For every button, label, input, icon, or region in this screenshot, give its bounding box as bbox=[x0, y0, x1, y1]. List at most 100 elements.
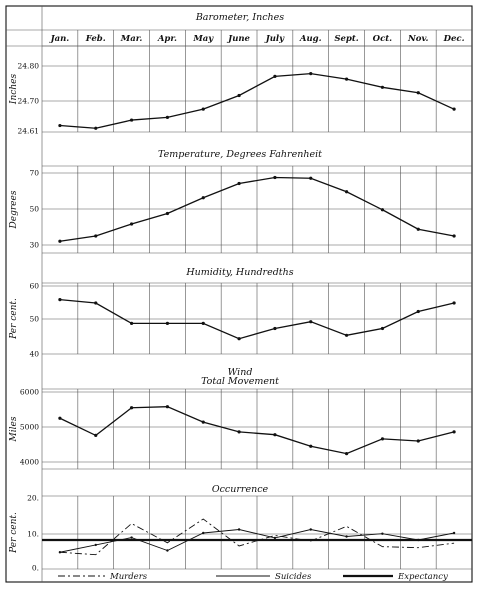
y-axis-label: Miles bbox=[9, 416, 19, 442]
month-label: May bbox=[192, 34, 214, 44]
data-point bbox=[416, 91, 420, 95]
y-tick-label: 4000 bbox=[20, 458, 39, 467]
y-tick-label: 60 bbox=[29, 282, 39, 291]
data-point bbox=[58, 416, 62, 420]
data-point bbox=[237, 337, 241, 341]
y-axis-label: Per cent. bbox=[9, 298, 19, 340]
data-point bbox=[58, 239, 62, 243]
y-tick-label: 5000 bbox=[20, 423, 39, 432]
y-axis-label: Degrees bbox=[9, 190, 19, 229]
panel-title: Barometer, Inches bbox=[195, 12, 284, 23]
data-point bbox=[201, 420, 205, 424]
data-point bbox=[129, 321, 134, 325]
data-point bbox=[452, 430, 456, 434]
data-point bbox=[273, 536, 277, 540]
data-point bbox=[165, 115, 170, 119]
month-label: Aug. bbox=[299, 34, 322, 44]
data-point bbox=[380, 437, 385, 441]
month-label: Sept. bbox=[334, 34, 358, 44]
y-tick-label: 10. bbox=[27, 530, 39, 539]
y-axis-label: Per cent. bbox=[9, 512, 19, 554]
data-point bbox=[130, 536, 133, 539]
y-tick-label: 20. bbox=[27, 494, 39, 503]
data-point bbox=[344, 77, 349, 81]
month-label: June bbox=[226, 34, 250, 44]
data-point bbox=[380, 208, 385, 212]
legend-label-expectancy: Expectancy bbox=[397, 572, 448, 582]
data-point bbox=[165, 211, 170, 216]
data-point bbox=[273, 175, 277, 180]
data-point bbox=[452, 107, 456, 111]
series-line-main bbox=[59, 406, 455, 455]
data-point bbox=[452, 234, 456, 238]
data-point bbox=[237, 528, 241, 531]
data-point bbox=[58, 551, 62, 554]
data-point bbox=[94, 433, 98, 437]
data-point bbox=[165, 405, 170, 409]
data-point bbox=[237, 93, 241, 98]
month-label: Apr. bbox=[157, 34, 177, 44]
panel-subtitle: Total Movement bbox=[201, 376, 279, 387]
data-point bbox=[94, 543, 97, 547]
month-label: Jan. bbox=[49, 34, 70, 44]
y-tick-label: 24.70 bbox=[18, 97, 40, 106]
data-point bbox=[452, 301, 456, 305]
data-point bbox=[416, 309, 420, 314]
y-axis-label: Inches bbox=[9, 74, 19, 106]
panel-title: Occurrence bbox=[212, 484, 269, 495]
data-point bbox=[58, 298, 62, 302]
data-point bbox=[237, 181, 241, 186]
data-point bbox=[345, 535, 348, 538]
month-label: Nov. bbox=[407, 34, 429, 44]
y-tick-label: 24.61 bbox=[18, 127, 39, 136]
data-point bbox=[201, 196, 205, 200]
data-point bbox=[58, 123, 62, 128]
panel-title: Wind bbox=[228, 367, 253, 378]
y-tick-label: 50 bbox=[29, 315, 39, 324]
data-point bbox=[201, 107, 205, 111]
data-point bbox=[381, 532, 384, 535]
data-point bbox=[273, 326, 277, 331]
data-point bbox=[94, 301, 98, 305]
legend-label-murders: Murders bbox=[109, 572, 148, 582]
month-label: Mar. bbox=[120, 34, 143, 44]
data-point bbox=[344, 452, 349, 456]
data-point bbox=[201, 321, 205, 325]
data-point bbox=[273, 74, 277, 78]
data-point bbox=[416, 439, 420, 443]
legend-label-suicides: Suicides bbox=[275, 572, 312, 582]
month-label: Oct. bbox=[373, 34, 393, 44]
data-point bbox=[344, 333, 349, 337]
panel-title: Humidity, Hundredths bbox=[185, 267, 293, 278]
outer-frame bbox=[5, 5, 473, 583]
data-point bbox=[380, 85, 385, 89]
data-point bbox=[309, 320, 313, 324]
y-tick-label: 50 bbox=[29, 205, 39, 214]
data-point bbox=[309, 528, 312, 531]
month-label: July bbox=[264, 34, 285, 44]
data-point bbox=[129, 222, 134, 226]
y-tick-label: 24.80 bbox=[18, 62, 40, 71]
data-point bbox=[202, 531, 205, 535]
data-point bbox=[165, 321, 170, 325]
data-point bbox=[94, 126, 98, 130]
y-tick-label: 6000 bbox=[20, 388, 39, 397]
data-point bbox=[344, 190, 349, 194]
y-tick-label: 0. bbox=[32, 564, 39, 573]
data-point bbox=[309, 176, 313, 180]
data-point bbox=[452, 531, 456, 535]
data-point bbox=[309, 444, 313, 448]
data-point bbox=[309, 72, 313, 76]
panel-title: Temperature, Degrees Fahrenheit bbox=[158, 149, 322, 160]
data-point bbox=[94, 234, 98, 238]
y-tick-label: 40 bbox=[29, 350, 39, 359]
series-line-suicides bbox=[59, 529, 455, 553]
series-line-main bbox=[59, 298, 455, 340]
data-point bbox=[129, 406, 134, 410]
series-line-main bbox=[59, 73, 455, 129]
month-label: Dec. bbox=[443, 34, 465, 44]
data-point bbox=[380, 326, 385, 331]
data-point bbox=[273, 433, 277, 437]
series-line-main bbox=[59, 176, 455, 242]
